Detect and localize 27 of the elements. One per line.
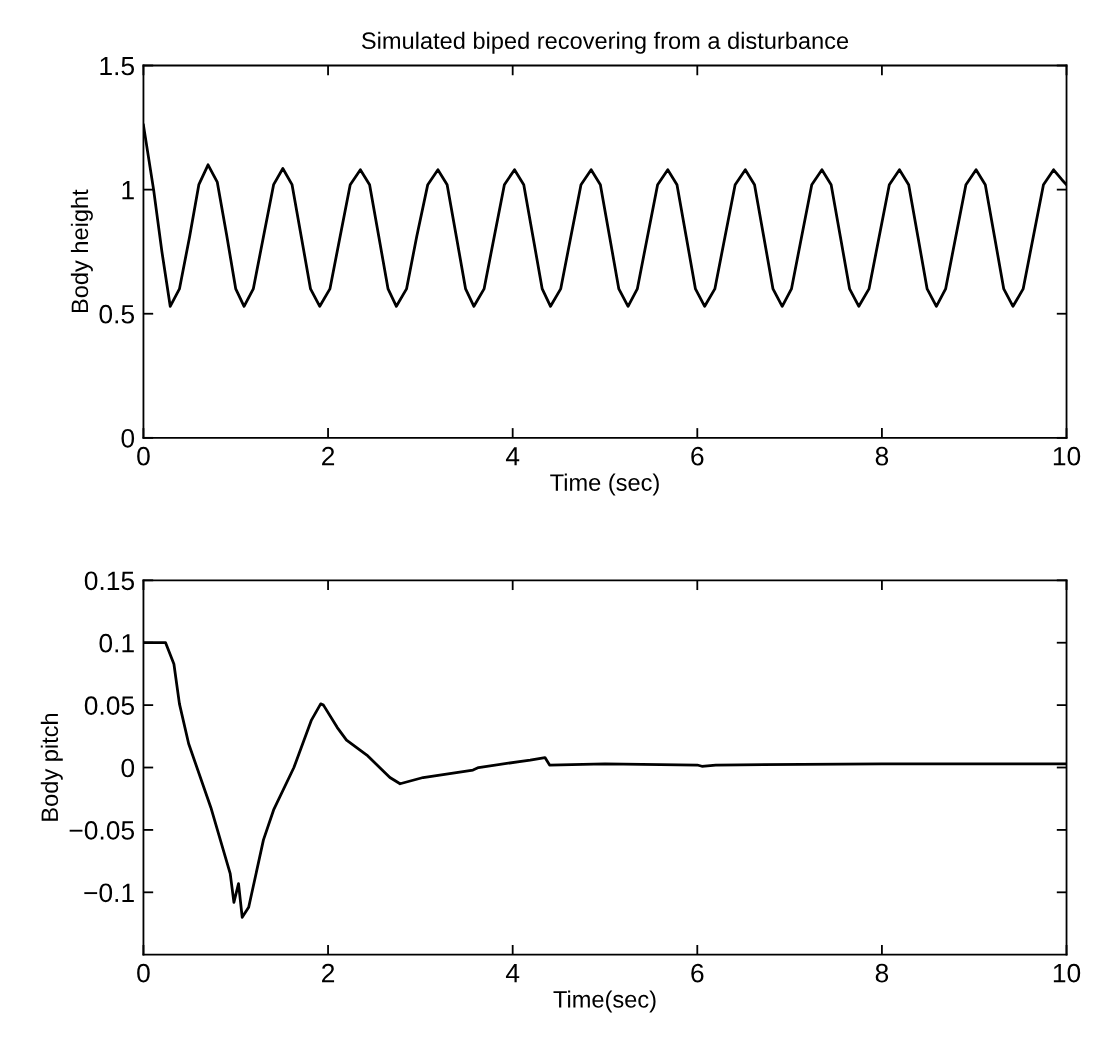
x-tick-label: 8 <box>875 963 889 983</box>
x-tick-label: 10 <box>1053 446 1081 466</box>
x-axis-title: Time(sec) <box>553 990 656 1013</box>
x-tick-label: 0 <box>137 963 150 983</box>
y-axis-title: Body pitch <box>40 713 63 821</box>
x-tick-label: 0 <box>137 446 150 466</box>
x-tick-label: 6 <box>691 963 704 983</box>
chart-title: Simulated biped recovering from a disturbance <box>361 31 849 54</box>
y-tick-label: 0.15 <box>84 571 135 591</box>
y-tick-label: 0.05 <box>84 696 135 715</box>
x-tick-label: 4 <box>505 964 520 983</box>
y-tick-label: 0 <box>121 428 135 448</box>
y-tick-label: 1 <box>122 181 134 200</box>
x-tick-label: 10 <box>1053 963 1081 983</box>
x-tick-label: 6 <box>691 446 704 466</box>
y-tick-label: 0.5 <box>99 304 135 324</box>
x-tick-label: 2 <box>322 963 335 983</box>
y-tick-label: 0 <box>121 758 135 778</box>
x-tick-label: 2 <box>322 446 335 466</box>
y-axis-title: Body height <box>70 189 93 313</box>
y-tick-label: 0.1 <box>99 633 134 653</box>
x-tick-label: 8 <box>875 446 889 466</box>
y-tick-label: −0.05 <box>69 821 135 840</box>
y-tick-label: 1.5 <box>100 56 135 76</box>
y-tick-label: −0.1 <box>84 883 134 903</box>
x-tick-label: 4 <box>505 447 520 466</box>
x-axis-title: Time (sec) <box>550 473 659 496</box>
